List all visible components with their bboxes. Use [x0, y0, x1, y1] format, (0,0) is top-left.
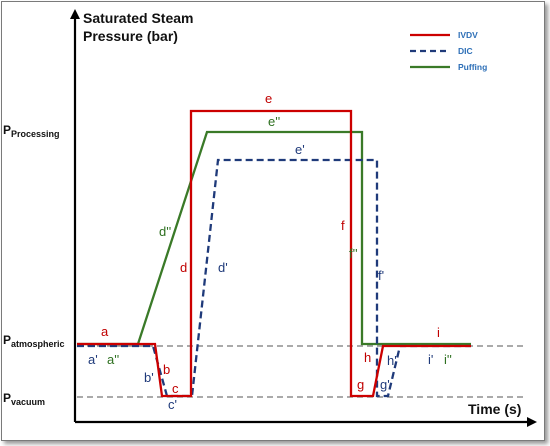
- puffing-curve: [77, 130, 471, 346]
- puffing-segment-label: d'': [159, 224, 171, 239]
- dic-segment-label: i': [428, 352, 433, 367]
- ivdv-segment-label: f: [341, 218, 345, 233]
- legend: IVDV DIC Puffing: [410, 30, 487, 72]
- ivdv-segment-label: h: [364, 350, 371, 365]
- legend-dic-label: DIC: [458, 46, 473, 56]
- dic-segment-label: h': [387, 353, 397, 368]
- ivdv-segment-label: c: [172, 381, 179, 396]
- dic-segment-label: a': [88, 352, 98, 367]
- x-axis-title: Time (s): [468, 401, 521, 417]
- dic-segment-label: c': [168, 397, 177, 412]
- ivdv-segment-label: g: [357, 377, 364, 392]
- y-axis-title-line2: Pressure (bar): [83, 28, 178, 44]
- ivdv-segment-label: b: [163, 362, 170, 377]
- y-level-atmospheric: Patmospheric: [3, 333, 65, 349]
- ivdv-segment-label: d: [180, 260, 187, 275]
- puffing-segment-label: e'': [268, 114, 280, 129]
- dic-segment-label: e': [295, 142, 305, 157]
- dic-segment-label: g': [380, 377, 390, 392]
- diagram-frame: [1, 1, 545, 441]
- dic-curve: [77, 158, 471, 398]
- dic-segment-label: d': [218, 260, 228, 275]
- ivdv-segment-label: a: [101, 324, 109, 339]
- legend-ivdv-label: IVDV: [458, 30, 478, 40]
- legend-puffing-label: Puffing: [458, 62, 487, 72]
- ivdv-segment-label: e: [265, 91, 272, 106]
- y-axis-title-line1: Saturated Steam: [83, 10, 193, 26]
- ivdv-curve: [77, 109, 471, 398]
- y-level-vacuum: Pvacuum: [3, 391, 45, 407]
- puffing-segment-label: f'': [349, 246, 358, 261]
- dic-segment-label: f': [378, 268, 384, 283]
- dic-segment-label: b': [144, 370, 154, 385]
- puffing-segment-label: i'': [444, 352, 452, 367]
- y-level-processing: PProcessing: [3, 123, 60, 139]
- puffing-segment-label: a'': [107, 352, 119, 367]
- ivdv-segment-label: i: [437, 325, 440, 340]
